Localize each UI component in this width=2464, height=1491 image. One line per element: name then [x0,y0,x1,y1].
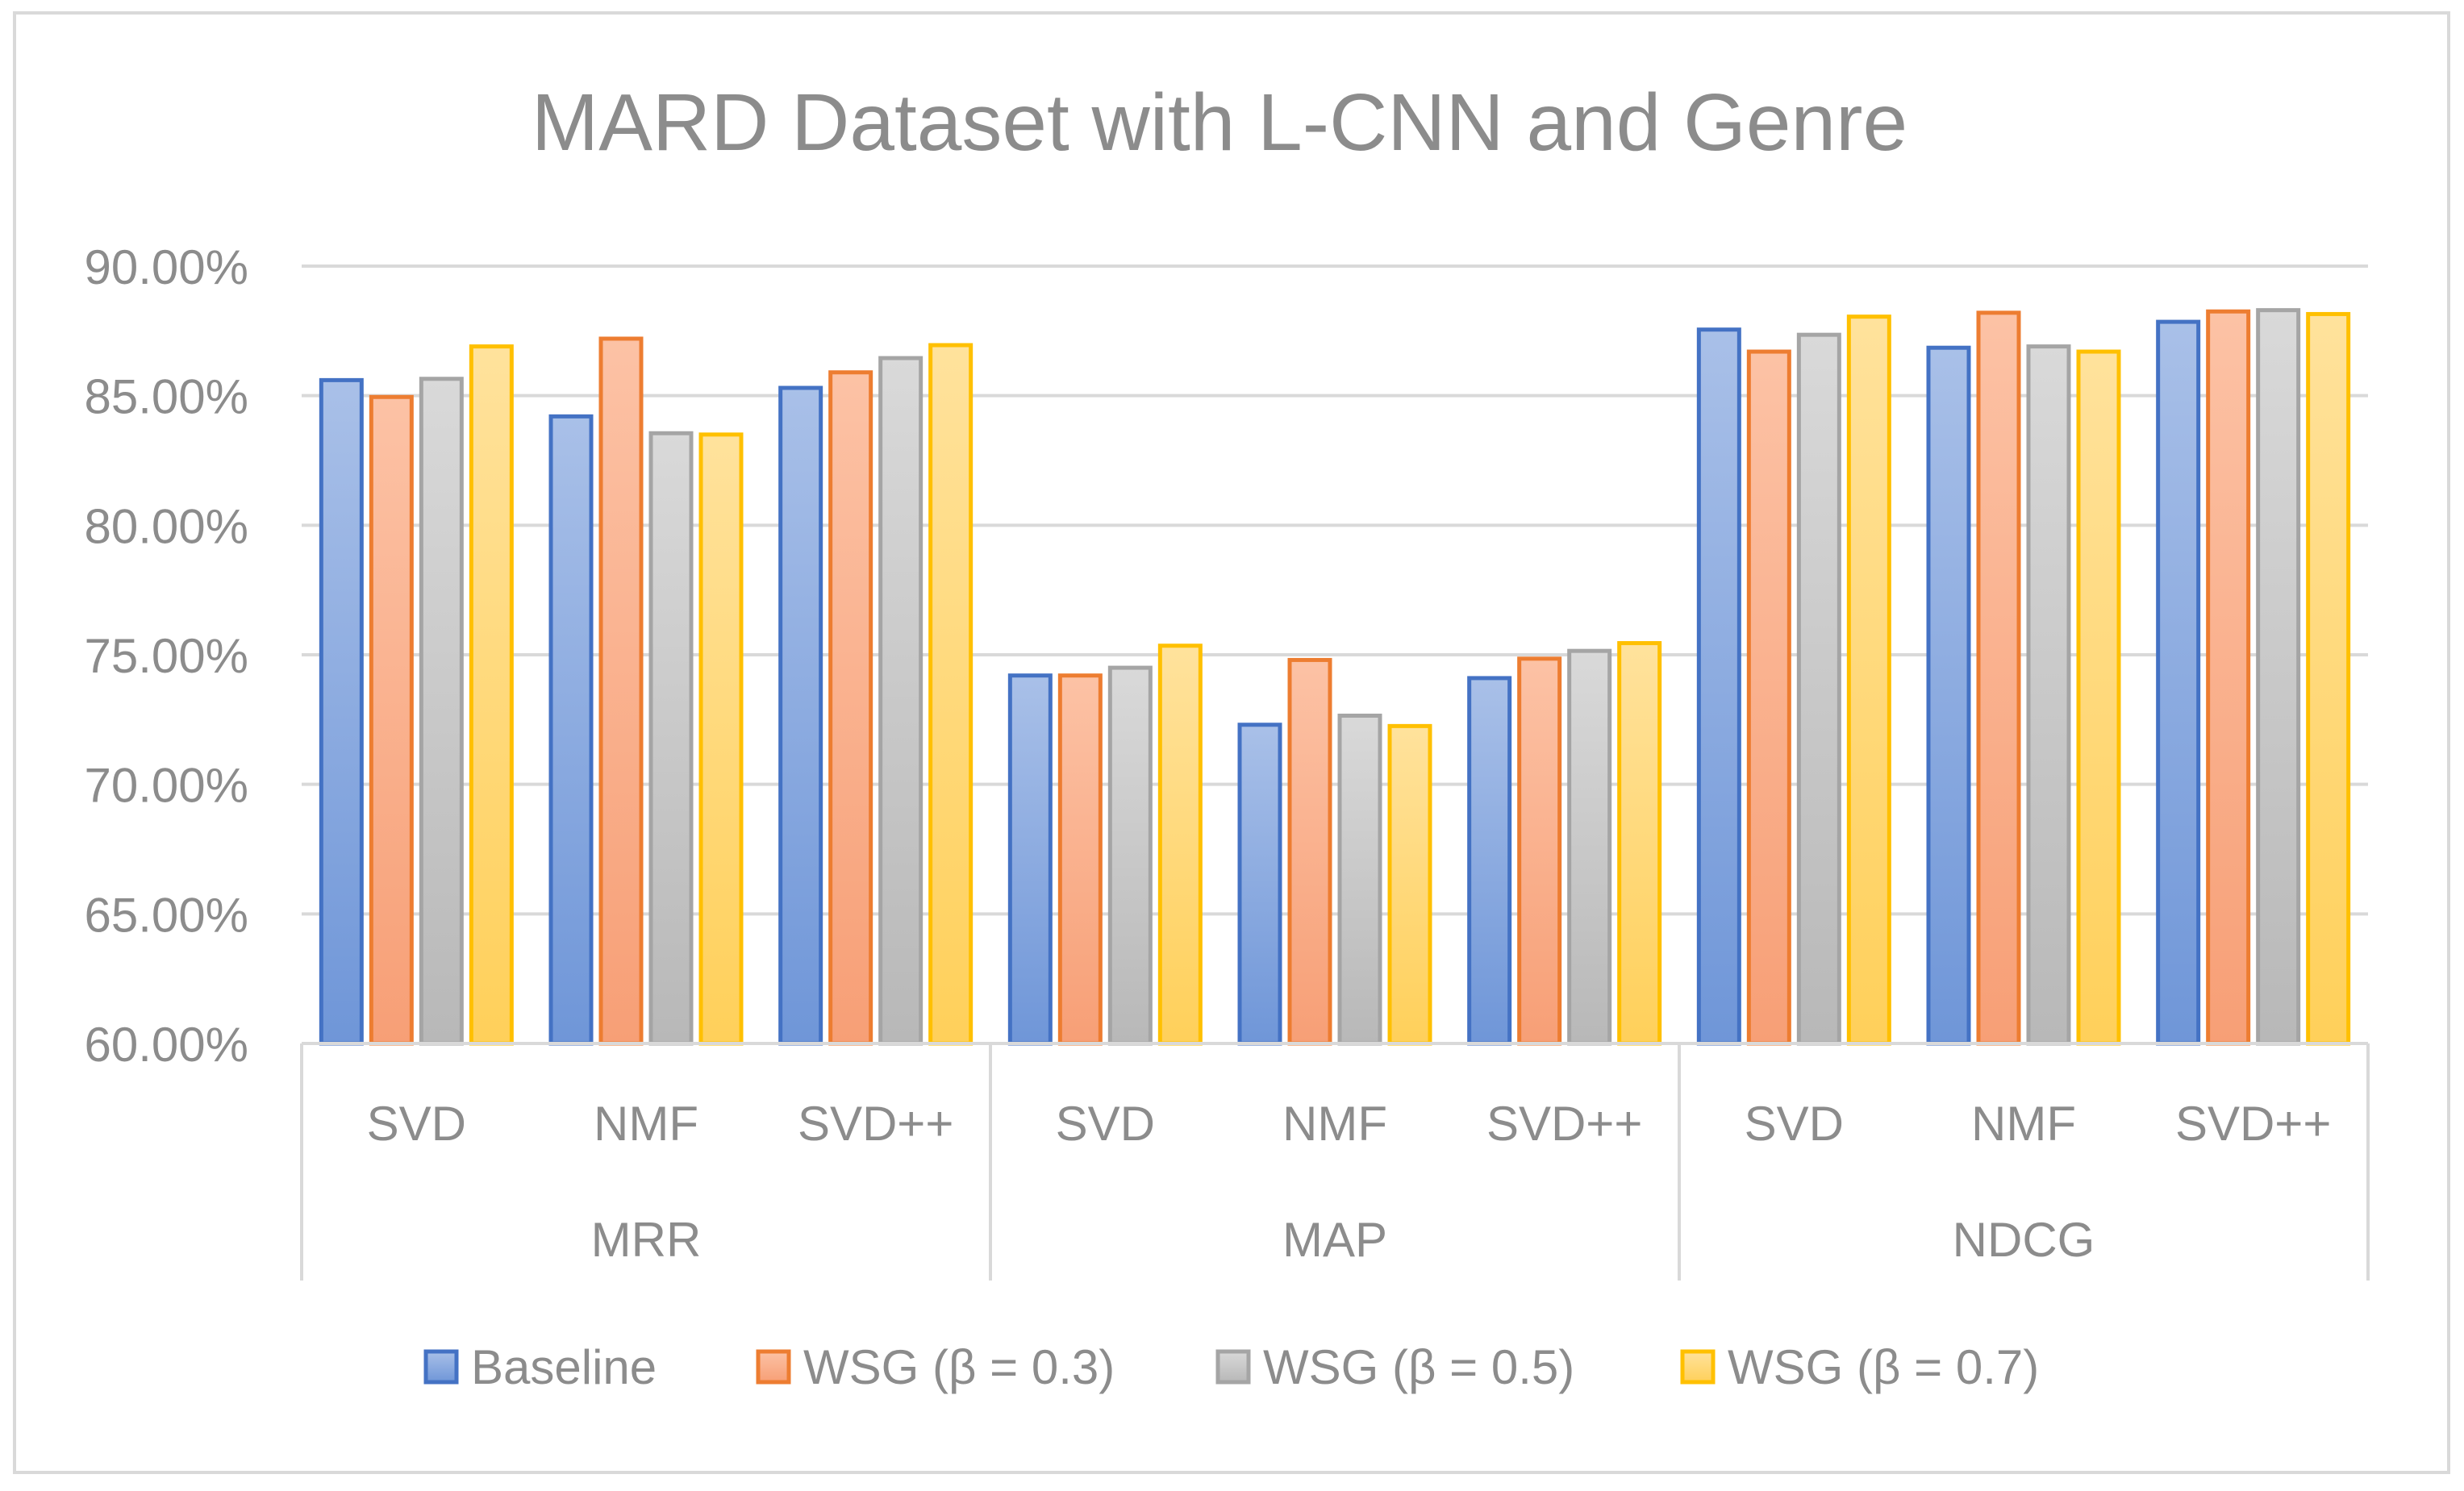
bar [828,370,873,1046]
y-tick-label: 85.00% [85,370,249,424]
legend-label: Baseline [471,1340,657,1394]
legend-label: WSG (β = 0.5) [1263,1340,1574,1394]
bar [1287,657,1332,1046]
y-tick-label: 75.00% [85,629,249,683]
x-tick-label: SVD [367,1097,466,1151]
legend-swatch [756,1349,791,1385]
bar [419,377,464,1046]
legend: Baseline WSG (β = 0.3) WSG (β = 0.5) WSG (β… [423,1340,2039,1394]
bar [1567,648,1612,1046]
y-axis-ticks: 60.00% 65.00% 70.00% 75.00% 80.00% 85.00% 90.0… [85,240,249,1072]
x-tick-label: NMF [1971,1097,2076,1151]
x-tick-label: NMF [594,1097,698,1151]
bar [2156,319,2201,1046]
bar [1976,310,2021,1046]
bar [1107,665,1153,1046]
bar [878,356,923,1046]
bar [1387,723,1432,1046]
x-group-label: MAP [1282,1213,1387,1267]
bar [1007,673,1053,1046]
legend-swatch [1215,1349,1251,1385]
bar [469,344,514,1046]
gridlines [302,264,2368,916]
bar [1746,349,1791,1046]
bar [2206,309,2251,1046]
bar [648,431,694,1046]
bar [598,336,644,1046]
bar [1696,327,1741,1046]
bar [2306,311,2351,1046]
x-tick-label: SVD++ [1486,1097,1642,1151]
x-group-label: MRR [591,1213,702,1267]
x-tick-label: SVD++ [2175,1097,2331,1151]
x-axis-labels: SVD NMF SVD++ SVD NMF SVD++ SVD NMF SVD++ MRR MAP N… [367,1097,2332,1267]
y-tick-label: 80.00% [85,499,249,553]
bar [928,343,974,1046]
chart-title: MARD Dataset with L-CNN and Genre [532,77,1907,168]
bar [1926,345,1971,1046]
bar [1846,314,1891,1046]
x-axis [300,1042,2370,1281]
bar [319,377,364,1046]
bar [778,385,823,1046]
x-tick-label: SVD++ [798,1097,953,1151]
legend-swatch [423,1349,459,1385]
y-tick-label: 65.00% [85,888,249,942]
bar [1237,723,1282,1046]
bars [319,308,2351,1046]
bar [698,432,744,1046]
bar [548,414,594,1046]
bar [2026,344,2071,1046]
bar [1796,332,1841,1046]
bar [1517,656,1562,1046]
bar [1057,673,1103,1046]
bar [1157,643,1203,1046]
x-tick-label: SVD [1745,1097,1844,1151]
y-tick-label: 70.00% [85,759,249,813]
legend-label: WSG (β = 0.7) [1728,1340,2039,1394]
legend-label: WSG (β = 0.3) [803,1340,1115,1394]
bar [2256,308,2301,1046]
bar [369,394,414,1046]
bar [1467,676,1512,1046]
bar [1337,714,1382,1046]
y-tick-label: 90.00% [85,240,249,294]
bar [1617,641,1662,1046]
x-tick-label: NMF [1282,1097,1387,1151]
x-group-label: NDCG [1953,1213,2095,1267]
legend-swatch [1680,1349,1716,1385]
x-tick-label: SVD [1056,1097,1155,1151]
bar [2076,349,2121,1046]
y-tick-label: 60.00% [85,1018,249,1072]
